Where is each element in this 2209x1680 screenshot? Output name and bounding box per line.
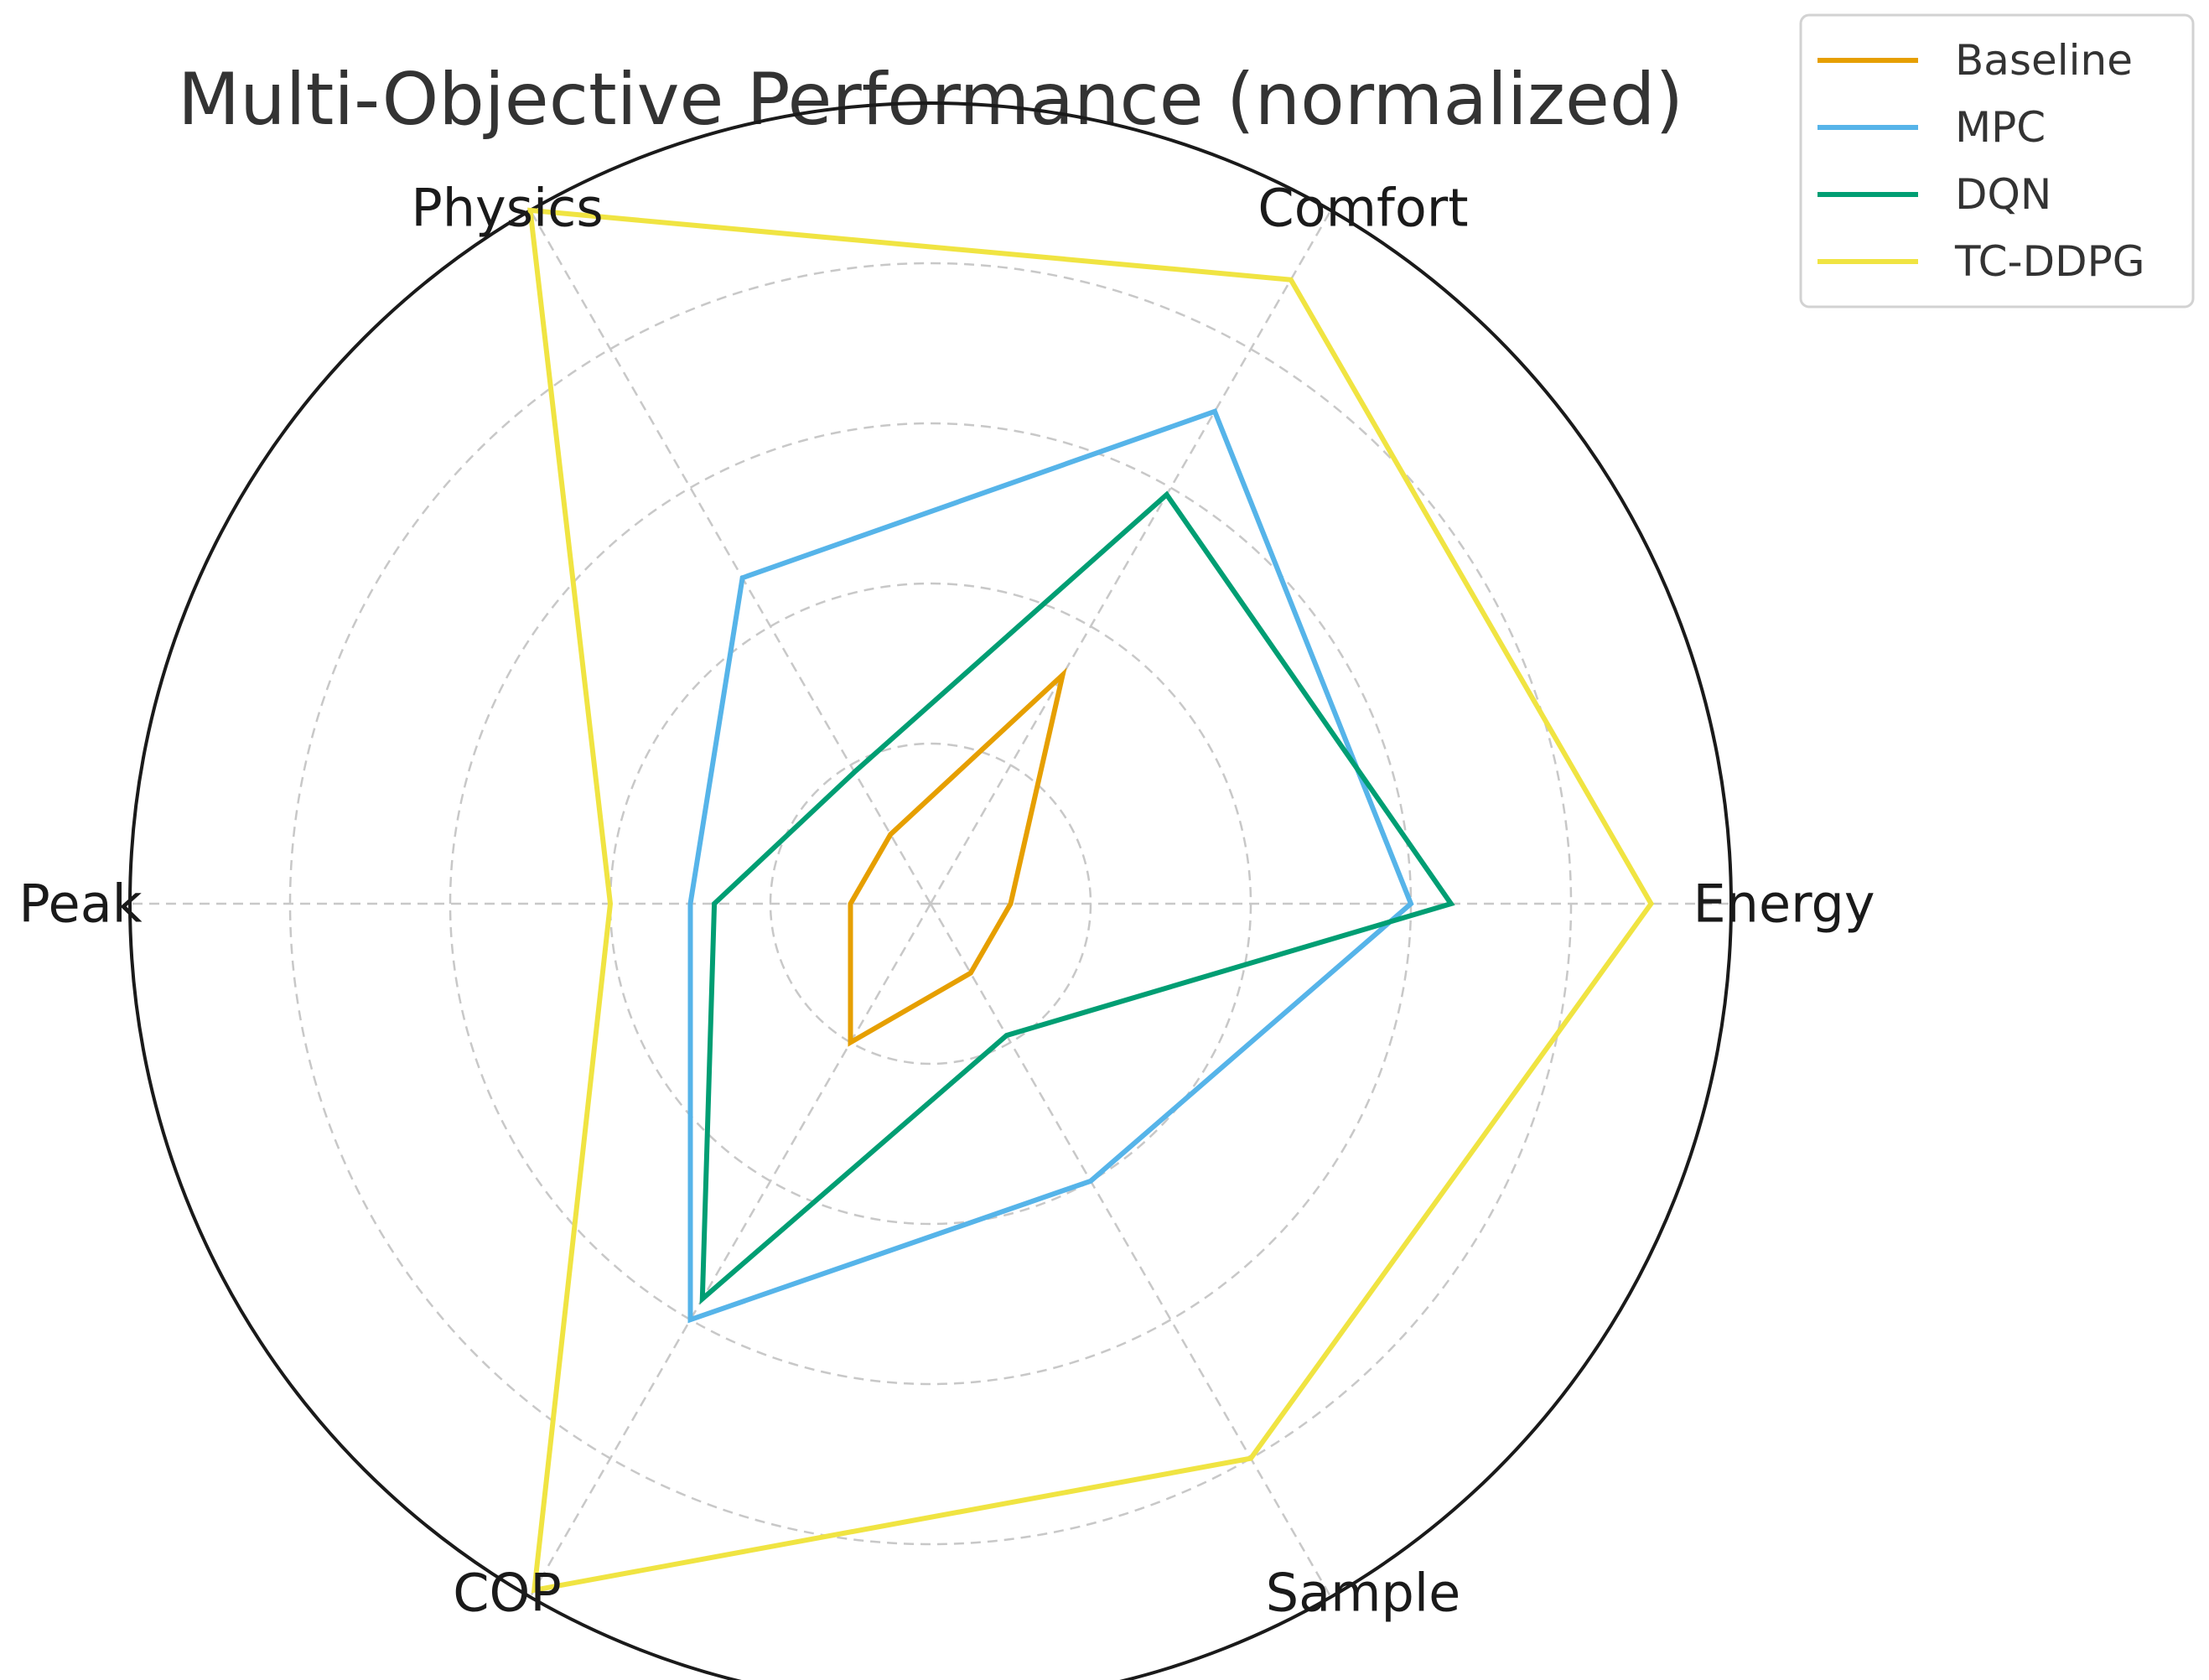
- axis-labels: Energy Comfort Physics Peak COP Sample: [18, 178, 1875, 1624]
- series-baseline: [848, 667, 1067, 1047]
- legend: Baseline MPC DQN TC-DDPG: [1799, 13, 2195, 309]
- series-tc-ddpg: [527, 207, 1655, 1594]
- legend-label: TC-DDPG: [1954, 237, 2144, 286]
- axis-label-peak: Peak: [18, 874, 142, 935]
- axis-label-cop: COP: [453, 1563, 561, 1624]
- axis-label-physics: Physics: [411, 178, 603, 239]
- legend-label: Baseline: [1955, 36, 2133, 85]
- grid-spoke-cop: [529, 903, 932, 1598]
- grid-spoke-sample: [929, 903, 1332, 1598]
- legend-label: DQN: [1955, 170, 2051, 219]
- grid-spoke-physics: [529, 210, 932, 905]
- grid: [130, 210, 1731, 1598]
- legend-box: [1799, 13, 2195, 309]
- series-mpc: [687, 408, 1414, 1324]
- axis-label-sample: Sample: [1266, 1563, 1460, 1624]
- legend-label: MPC: [1955, 103, 2046, 152]
- chart-title: Multi-Objective Performance (normalized): [178, 58, 1683, 142]
- series-group: [527, 207, 1655, 1594]
- series-dqn: [699, 490, 1455, 1305]
- axis-label-comfort: Comfort: [1257, 178, 1468, 239]
- axis-label-energy: Energy: [1693, 874, 1875, 935]
- outer-frame: [128, 101, 1733, 1680]
